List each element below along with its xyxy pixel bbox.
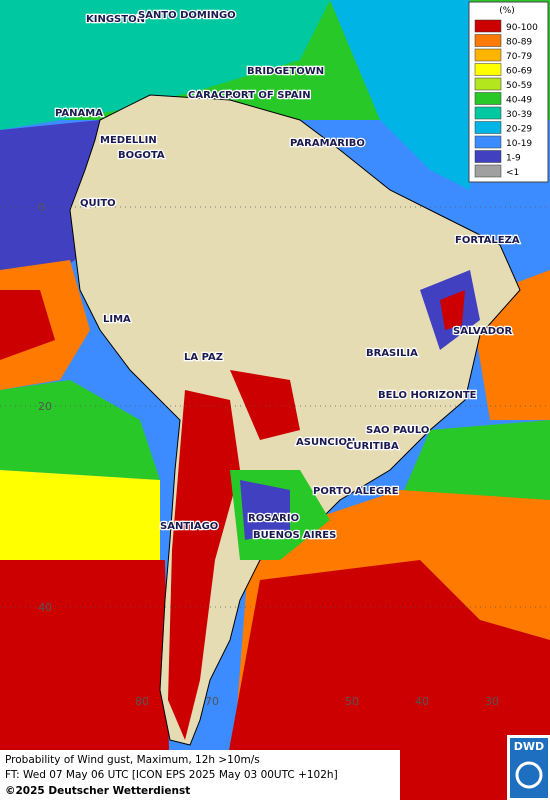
field	[240, 480, 290, 540]
field	[330, 0, 470, 190]
field	[168, 390, 240, 740]
city-label: LA PAZ	[184, 352, 223, 363]
city-label: ROSARIO	[248, 513, 299, 524]
city-label: BUENOS AIRES	[253, 530, 336, 541]
lon-label: 50	[345, 695, 359, 708]
city-label: SALVADOR	[453, 326, 513, 337]
lon-label: 40	[415, 695, 429, 708]
field	[230, 370, 300, 440]
legend-swatch	[474, 164, 502, 178]
city-label: SANTIAGO	[160, 521, 218, 532]
field	[0, 380, 160, 480]
field	[0, 0, 330, 130]
city-label: SANTO DOMINGO	[138, 10, 236, 21]
legend-swatch	[474, 92, 502, 105]
legend-swatch	[474, 135, 502, 149]
footer-line: ©2025 Deutscher Wetterdienst	[5, 785, 190, 797]
city-label: MEDELLIN	[100, 135, 157, 146]
field	[440, 290, 465, 330]
legend-label: 10-19	[506, 139, 532, 149]
city-label: FORTALEZA	[455, 235, 520, 246]
city-label: PORT OF SPAIN	[225, 90, 311, 101]
legend-label: 80-89	[506, 38, 532, 48]
field	[0, 560, 170, 800]
logo-swirl	[515, 761, 543, 789]
legend-swatch	[474, 121, 502, 134]
field	[220, 560, 550, 800]
legend-label: 60-69	[506, 67, 532, 77]
city-label: CURITIBA	[346, 441, 399, 452]
lon-label: 80	[135, 695, 149, 708]
legend-title: (%)	[499, 6, 515, 16]
city-label: CARACAS	[188, 90, 241, 101]
footer-box	[0, 750, 400, 800]
field	[0, 470, 160, 580]
legend-swatch	[474, 19, 502, 33]
city-label: PORTO ALEGRE	[313, 486, 399, 497]
lon-label: 70	[205, 695, 219, 708]
legend-swatch	[474, 48, 502, 62]
city-label: LIMA	[103, 314, 131, 325]
legend-label: 40-49	[506, 96, 532, 106]
legend-swatch	[474, 77, 502, 91]
legend-swatch	[474, 63, 502, 76]
legend-swatch	[474, 106, 502, 120]
city-label: PANAMA	[55, 108, 103, 119]
field	[0, 290, 55, 360]
city-label: ASUNCION	[296, 437, 355, 448]
lat-label: 0	[38, 201, 45, 214]
legend-label: 50-59	[506, 81, 532, 91]
logo-text: DWD	[514, 740, 544, 753]
footer-line: FT: Wed 07 May 06 UTC [ICON EPS 2025 May…	[5, 769, 338, 781]
lat-label: 20	[38, 400, 52, 413]
legend-label: 20-29	[506, 125, 532, 135]
graticule	[0, 206, 550, 608]
footer-line: Probability of Wind gust, Maximum, 12h >…	[5, 754, 260, 766]
city-label: QUITO	[80, 198, 116, 209]
city-label: BRIDGETOWN	[247, 66, 324, 77]
legend-swatch	[474, 150, 502, 163]
city-label: PARAMARIBO	[290, 138, 365, 149]
legend-label: 70-79	[506, 52, 532, 62]
city-label: BOGOTA	[118, 150, 165, 161]
city-label: BRASILIA	[366, 348, 418, 359]
city-label: SAO PAULO	[366, 425, 429, 436]
legend-label: 90-100	[506, 23, 538, 33]
legend-swatch	[474, 34, 502, 47]
city-label: KINGSTON	[86, 14, 145, 25]
legend-label: 30-39	[506, 110, 532, 120]
lat-label: 40	[38, 601, 52, 614]
lon-label: 30	[485, 695, 499, 708]
legend-label: 1-9	[506, 154, 521, 164]
city-label: BELO HORIZONTE	[378, 390, 477, 401]
legend-label: <1	[506, 168, 519, 178]
